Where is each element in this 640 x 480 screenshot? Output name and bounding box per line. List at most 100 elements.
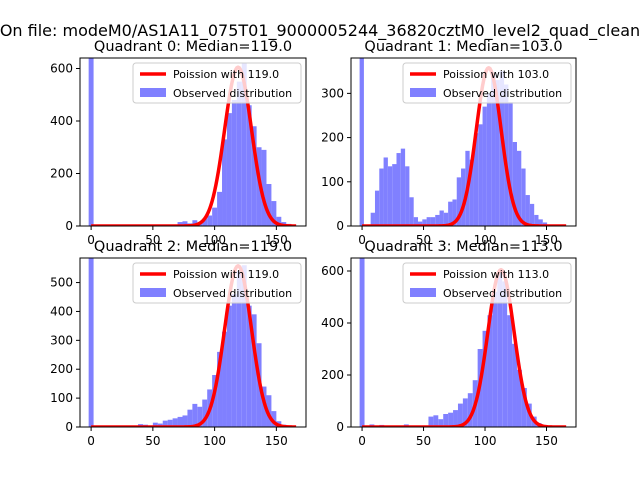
axes-frame — [79, 257, 307, 428]
histogram-bar — [202, 218, 208, 226]
histogram-bar — [486, 93, 492, 226]
histogram-bar — [457, 403, 463, 427]
histogram-bar — [387, 166, 393, 226]
histogram-bar — [276, 216, 282, 226]
histogram-bar — [507, 315, 513, 427]
histogram-bar — [443, 414, 449, 427]
x-tick-label: 50 — [416, 434, 431, 448]
histogram-bar — [435, 214, 440, 226]
y-tick-label: 100 — [321, 175, 344, 189]
x-tick-label: 100 — [203, 233, 226, 247]
histogram-bar — [217, 351, 223, 427]
x-tick-label: 150 — [265, 434, 288, 448]
histogram-bar — [512, 142, 517, 226]
x-tick-label: 50 — [145, 233, 160, 247]
histogram-bar — [359, 258, 365, 427]
x-tick-label: 100 — [474, 233, 497, 247]
histogram-bar — [538, 219, 543, 226]
histogram-bar — [482, 330, 488, 427]
y-tick-label: 0 — [65, 420, 73, 434]
histogram-bar — [422, 219, 427, 226]
histogram-bar — [370, 212, 375, 226]
y-tick-label: 200 — [50, 167, 73, 181]
legend-label-observed: Observed distribution — [443, 287, 562, 300]
histogram-bar — [534, 214, 539, 226]
histogram-bar — [152, 422, 158, 427]
legend-label-poisson: Poission with 103.0 — [443, 68, 549, 81]
x-tick-label: 0 — [358, 233, 366, 247]
histogram-bar — [430, 217, 436, 226]
legend-box — [132, 62, 302, 104]
histogram-bar — [88, 58, 94, 226]
histogram-bar — [261, 149, 267, 226]
histogram-bar — [266, 184, 272, 226]
histogram-bar — [525, 195, 530, 226]
histogram-bar — [236, 271, 242, 427]
histogram-bar — [521, 388, 527, 427]
histogram-bar — [383, 157, 388, 226]
x-tick-label: 0 — [358, 434, 366, 448]
histogram-bar — [491, 75, 496, 226]
y-tick-label: 100 — [50, 391, 73, 405]
histogram-bar — [497, 271, 503, 427]
histogram-bar — [516, 369, 522, 427]
legend-bar-swatch — [410, 88, 436, 97]
histogram-bar — [438, 419, 444, 427]
plot-area — [359, 258, 567, 427]
quadrant-title: Quadrant 2: Median=119.0 — [94, 239, 292, 255]
histogram-bar — [448, 201, 453, 226]
histogram-bar — [439, 210, 444, 226]
legend: Poission with 113.0 Observed distribution — [402, 262, 572, 304]
histogram-bar — [231, 100, 237, 226]
legend-label-observed: Observed distribution — [443, 87, 562, 100]
histogram-bar — [222, 139, 227, 226]
y-tick-label: 0 — [336, 420, 344, 434]
y-tick-label: 300 — [321, 86, 344, 100]
histogram-bar — [217, 191, 223, 226]
histogram-bar — [207, 215, 213, 226]
histogram-bar — [222, 331, 227, 427]
histogram-bar — [177, 222, 183, 226]
histogram-bar — [246, 105, 252, 226]
legend-box — [132, 262, 302, 304]
x-tick-label: 150 — [535, 233, 558, 247]
y-tick-label: 600 — [321, 264, 344, 278]
histogram-bar — [542, 222, 548, 226]
histogram-bar — [271, 411, 277, 427]
histogram-bar — [88, 258, 94, 427]
legend-label-poisson: Poission with 113.0 — [443, 268, 549, 281]
histogram-bar — [182, 221, 188, 226]
histogram-bar — [453, 410, 458, 427]
histogram-bar — [192, 220, 198, 226]
histogram-bar — [502, 281, 508, 427]
quadrant-1-plot: 0 50 100 150 0 100 200 300 Quadrant 1: Median=10… — [321, 39, 577, 247]
y-tick-label: 200 — [321, 131, 344, 145]
histogram-bar — [212, 207, 218, 226]
legend-bar-swatch — [410, 288, 436, 297]
axes-frame — [350, 257, 577, 428]
y-tick-label: 0 — [336, 219, 344, 233]
histogram-bar — [521, 168, 526, 226]
histogram-bar — [359, 58, 364, 226]
histogram-bar — [462, 398, 468, 427]
histogram-bar — [426, 217, 431, 226]
histogram-bar — [482, 106, 487, 226]
histogram-bar — [251, 314, 257, 427]
quadrant-title: Quadrant 0: Median=119.0 — [94, 39, 292, 55]
figure-suptitle: On file: modeM0/AS1A11_075T01_9000005244… — [0, 21, 640, 41]
histogram-bar — [487, 315, 493, 427]
histogram-bar — [271, 201, 277, 226]
legend-label-poisson: Poission with 119.0 — [173, 68, 279, 81]
histogram-bar — [231, 294, 237, 427]
histogram-bar — [396, 153, 401, 226]
plot-area — [88, 258, 297, 427]
y-tick-label: 600 — [50, 62, 73, 76]
x-tick-label: 0 — [87, 233, 95, 247]
legend-box — [402, 62, 572, 104]
y-tick-label: 400 — [50, 114, 73, 128]
legend-label-observed: Observed distribution — [173, 87, 292, 100]
histogram-bar — [182, 415, 188, 427]
quadrant-3-plot: 0 50 100 150 0 200 400 600 Quadrant 3: Median=11… — [321, 239, 577, 448]
histogram-bar — [241, 265, 247, 427]
